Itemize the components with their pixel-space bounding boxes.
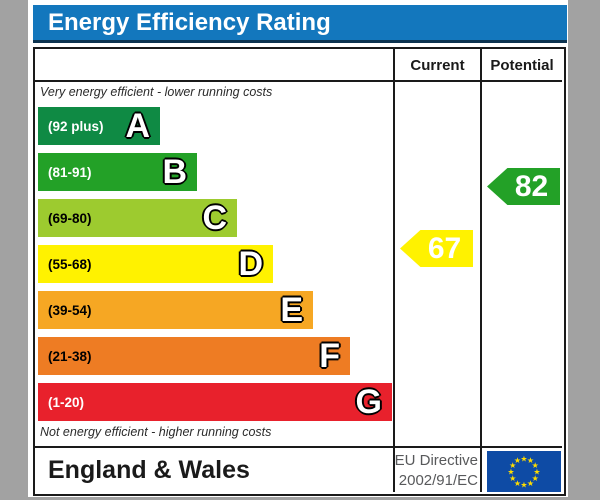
band-d: (55-68) D [38, 245, 273, 283]
current-rating-value: 67 [427, 232, 462, 265]
eu-flag-star: ★ [520, 481, 527, 490]
eu-directive-line2: 2002/91/EC [398, 472, 478, 489]
band-letter: D [238, 245, 263, 283]
band-letter: B [162, 153, 187, 191]
band-e: (39-54) E [38, 291, 313, 329]
eu-flag-star: ★ [520, 455, 527, 464]
band-range-label: (69-80) [48, 210, 92, 226]
title-bar: Energy Efficiency Rating [33, 5, 567, 43]
band-range-label: (39-54) [48, 302, 92, 318]
band-range-label: (92 plus) [48, 118, 104, 134]
eu-directive-label: EU Directive 2002/91/EC [318, 451, 478, 491]
eu-flag-star: ★ [533, 468, 540, 477]
eu-flag-star: ★ [532, 461, 539, 470]
column-header-potential: Potential [490, 57, 554, 74]
eu-flag: ★ ★★★★★★★★★★★ [487, 451, 561, 492]
band-letter: G [355, 383, 382, 421]
eu-flag-field [487, 451, 561, 492]
eu-flag-star: ★ [509, 474, 516, 483]
eu-flag-star: ★ [527, 479, 534, 488]
column-header-current: Current [410, 57, 465, 74]
potential-rating-value: 82 [514, 170, 549, 203]
eu-flag-star: ★ [527, 456, 534, 465]
column-divider-current [393, 49, 395, 492]
caption-very-efficient: Very energy efficient - lower running co… [40, 85, 273, 99]
band-c: (69-80) C [38, 199, 237, 237]
region-label: England & Wales [48, 456, 250, 484]
band-letter: E [280, 291, 303, 329]
eu-flag-star: ★ [514, 456, 521, 465]
band-g: (1-20) G [38, 383, 392, 421]
band-b: (81-91) B [38, 153, 197, 191]
band-letter: A [125, 107, 150, 145]
band-f: (21-38) F [38, 337, 350, 375]
eu-flag-star: ★ [532, 474, 539, 483]
band-letter: C [202, 199, 227, 237]
band-range-label: (21-38) [48, 348, 92, 364]
potential-rating-arrow: 82 [487, 168, 560, 205]
eu-directive-line1: EU Directive [394, 452, 478, 469]
eu-flag-star: ★ [507, 468, 514, 477]
caption-not-efficient: Not energy efficient - higher running co… [40, 425, 272, 439]
page-title: Energy Efficiency Rating [48, 8, 331, 36]
band-range-label: (81-91) [48, 164, 92, 180]
band-letter: F [319, 337, 340, 375]
band-range-label: (1-20) [48, 394, 85, 410]
band-a: (92 plus) A [38, 107, 160, 145]
eu-flag-star: ★ [509, 461, 516, 470]
footer-divider-line [35, 446, 562, 448]
column-divider-potential [480, 49, 482, 492]
header-divider-line [35, 80, 562, 82]
eu-flag-star: ★ [514, 479, 521, 488]
chart-frame [33, 47, 566, 496]
band-range-label: (55-68) [48, 256, 92, 272]
